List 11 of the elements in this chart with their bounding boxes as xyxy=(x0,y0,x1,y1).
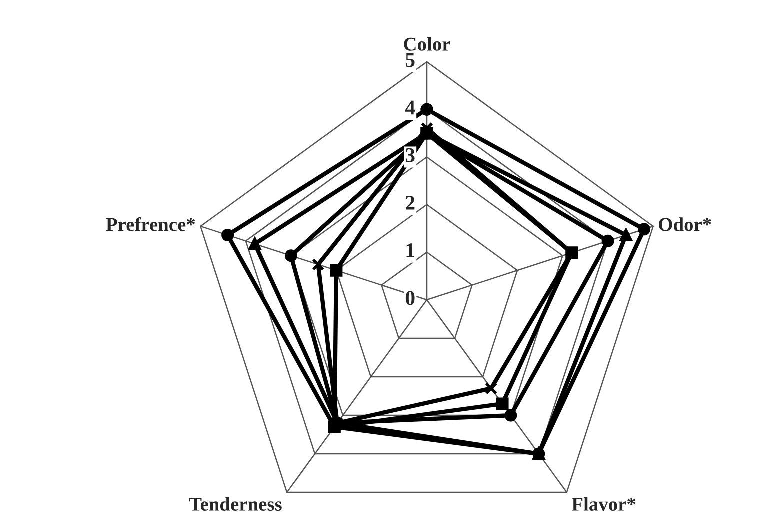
y-tick-label: 5 xyxy=(406,53,415,68)
spoke-label: Tenderness xyxy=(189,497,282,511)
spoke-label: Color xyxy=(404,37,450,51)
y-tick-label: 0 xyxy=(406,291,415,306)
spoke-label: Prefrence* xyxy=(106,217,196,232)
spoke-label: Flavor* xyxy=(572,497,636,511)
y-tick-label: 2 xyxy=(406,196,415,210)
spoke-label: Odor* xyxy=(659,218,712,232)
y-tick-label: 1 xyxy=(406,244,414,258)
y-tick-label: 4 xyxy=(405,100,416,115)
y-tick-label: 3 xyxy=(406,148,415,162)
